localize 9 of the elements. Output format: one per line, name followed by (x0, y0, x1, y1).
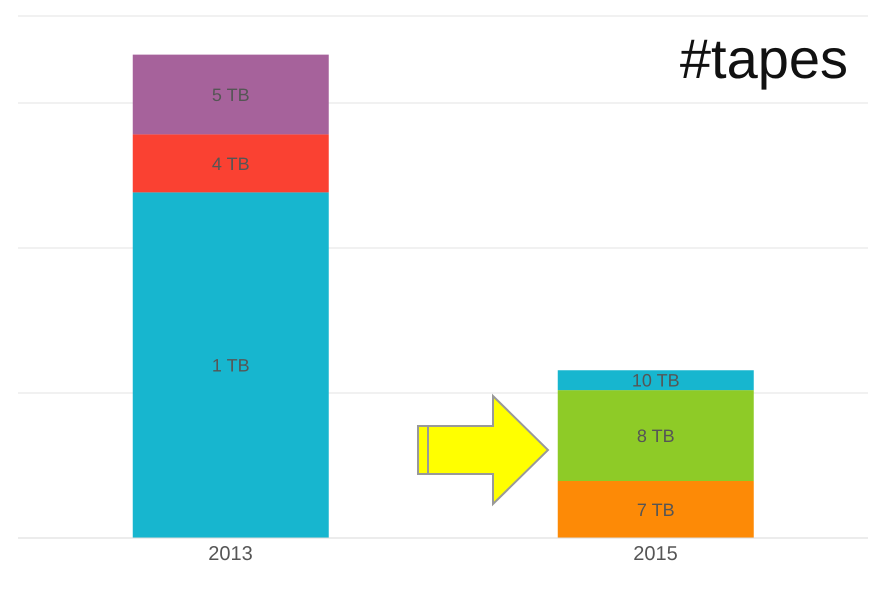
series-label: 5 TB (212, 84, 250, 105)
series-label: 7 TB (636, 500, 675, 520)
series-label: 10 TB (632, 370, 680, 391)
x-tick-label: 2013 (208, 543, 253, 566)
series-label: 8 TB (636, 426, 675, 446)
x-tick-label: 2015 (633, 543, 678, 566)
chart-title: #tapes (680, 26, 848, 91)
series-label: 1 TB (212, 356, 250, 376)
series-label: 4 TB (212, 154, 250, 174)
